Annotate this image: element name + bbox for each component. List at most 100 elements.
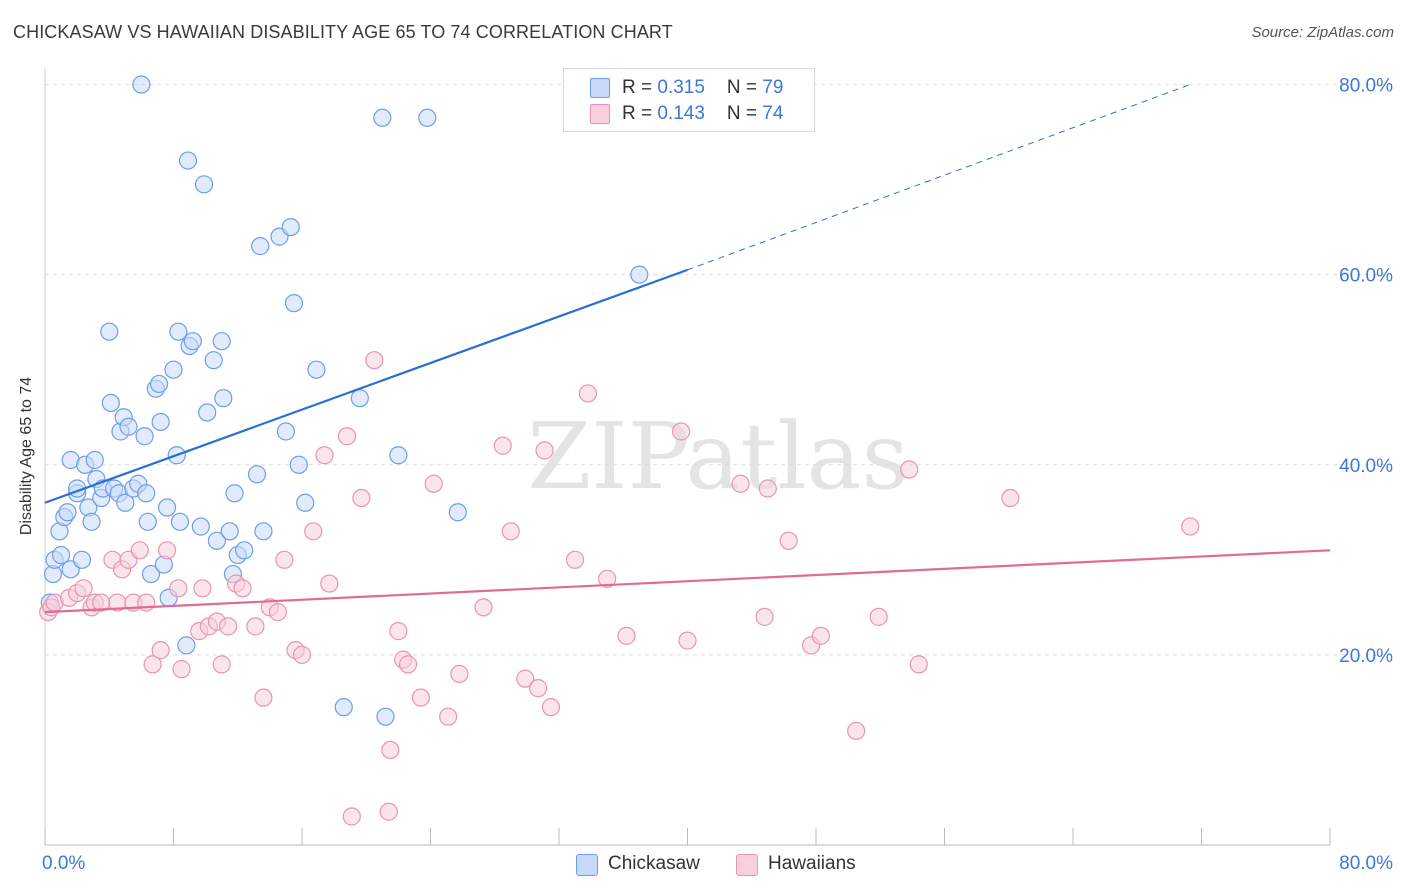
data-point — [869, 607, 888, 626]
data-point — [758, 479, 777, 498]
data-point — [72, 550, 92, 569]
grid-lines — [45, 84, 1392, 656]
data-point — [85, 450, 104, 470]
data-point — [411, 688, 430, 707]
chart-title: CHICKASAW VS HAWAIIAN DISABILITY AGE 65 … — [13, 22, 673, 42]
data-point — [137, 484, 156, 503]
y-tick-label: 80.0% — [1339, 76, 1393, 97]
data-point — [101, 393, 120, 413]
data-point — [337, 427, 357, 446]
data-point — [501, 522, 520, 541]
legend-n-value: 79 — [762, 77, 784, 98]
data-point — [164, 360, 183, 379]
data-point — [755, 607, 774, 626]
data-point — [352, 488, 371, 508]
data-point — [379, 802, 398, 821]
data-point — [578, 384, 598, 403]
data-point — [900, 460, 919, 479]
bottom-legend-swatch-hawaiians — [736, 854, 758, 876]
x-tick-label: 0.0% — [42, 853, 85, 874]
data-point — [292, 645, 312, 664]
data-point — [448, 503, 467, 522]
data-point — [284, 294, 304, 313]
data-point — [373, 108, 392, 127]
data-point — [177, 636, 196, 655]
data-point — [207, 531, 226, 550]
legend-text-chickasaw: R = 0.315 N = 79 — [622, 77, 783, 99]
data-point — [214, 389, 233, 408]
data-point — [342, 807, 361, 826]
data-point — [315, 446, 334, 465]
data-point — [516, 669, 535, 688]
data-point — [424, 474, 443, 493]
data-point — [58, 503, 77, 522]
data-point — [450, 664, 469, 683]
data-point — [731, 474, 750, 493]
correlation-legend: R = 0.315 N = 79 R = 0.143 N = 74 — [563, 68, 815, 132]
data-point — [671, 422, 691, 441]
data-point — [909, 655, 928, 674]
data-point — [143, 655, 162, 674]
data-point — [289, 455, 308, 474]
data-point — [296, 493, 315, 512]
data-point — [141, 564, 161, 584]
data-point — [246, 617, 265, 636]
y-tick-label: 60.0% — [1339, 266, 1393, 287]
data-point — [281, 217, 300, 237]
data-point — [847, 721, 866, 741]
data-point — [1181, 517, 1200, 536]
tick-labels: 20.0% 40.0% 60.0% 80.0% 0.0% 80.0% — [42, 76, 1393, 874]
data-point — [157, 498, 177, 517]
trend-lines — [44, 84, 1331, 614]
data-point — [1001, 488, 1020, 508]
data-point — [151, 412, 170, 432]
data-point — [130, 541, 149, 560]
bottom-legend-label-chickasaw: Chickasaw — [608, 853, 700, 874]
data-point — [225, 484, 244, 503]
bottom-legend-label-hawaiians: Hawaiians — [768, 853, 856, 874]
data-point — [212, 332, 231, 351]
data-point — [172, 660, 191, 679]
data-point — [233, 579, 252, 598]
data-point — [365, 351, 384, 370]
data-point — [529, 679, 548, 698]
data-point — [212, 655, 231, 674]
data-point — [204, 351, 223, 370]
trend-line — [44, 268, 688, 504]
data-point — [149, 374, 169, 394]
legend-n-label: N = — [726, 103, 763, 124]
data-point — [418, 108, 437, 127]
legend-r-value: 0.315 — [657, 77, 705, 98]
data-point — [541, 698, 561, 717]
data-point — [254, 522, 273, 541]
data-point — [51, 545, 71, 565]
y-tick-label: 40.0% — [1339, 456, 1393, 477]
data-point — [116, 493, 135, 512]
data-point — [135, 427, 154, 446]
data-point — [183, 332, 202, 351]
data-point — [151, 641, 170, 660]
data-point — [678, 631, 697, 650]
data-point — [119, 417, 138, 436]
data-point — [389, 622, 408, 641]
data-point — [811, 626, 830, 645]
watermark: ZIPatlas — [527, 403, 908, 510]
legend-r-label: R = — [622, 77, 658, 98]
data-point — [100, 322, 119, 341]
data-point — [630, 265, 649, 284]
data-point — [474, 598, 493, 617]
legend-n-label: N = — [726, 77, 763, 98]
data-point — [381, 740, 400, 760]
data-point — [235, 541, 254, 560]
data-point — [74, 579, 93, 598]
source-credit: Source: ZipAtlas.com — [1251, 24, 1394, 41]
data-point — [565, 550, 585, 569]
data-point — [598, 569, 617, 588]
data-point — [304, 522, 323, 541]
data-point — [307, 360, 326, 379]
data-point — [535, 441, 554, 460]
data-point — [170, 512, 190, 531]
data-point — [191, 517, 210, 536]
legend-swatch-chickasaw — [590, 78, 610, 98]
y-tick-label: 20.0% — [1339, 646, 1393, 667]
